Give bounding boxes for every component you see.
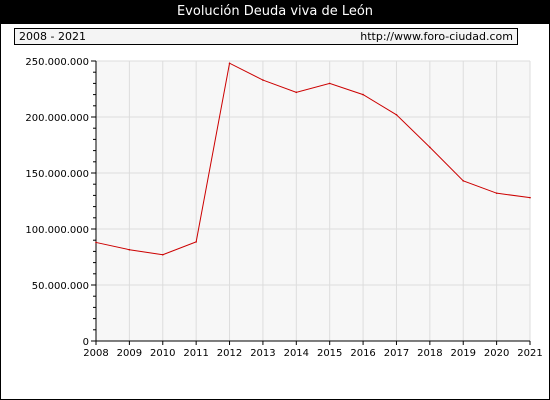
x-tick-label: 2013 — [250, 348, 275, 359]
series-line — [95, 62, 531, 256]
y-tick-label: 50.000.000 — [32, 281, 89, 292]
grid-lines — [96, 60, 531, 341]
x-tick-label: 2019 — [451, 348, 476, 359]
x-tick-label: 2014 — [284, 348, 309, 359]
data-point — [495, 192, 498, 194]
y-axis-ticks: 0 50.000.000 100.000.000 150.000.000 200.000… — [25, 57, 96, 348]
info-bar: 2008 - 2021 http://www.foro-ciudad.com — [14, 28, 518, 45]
y-tick-label: 150.000.000 — [25, 169, 89, 180]
x-axis-ticks: 2008 2009 2010 2011 2012 2013 2014 2015 2016 2017… — [83, 341, 543, 359]
x-tick-label: 2016 — [350, 348, 375, 359]
data-point — [128, 248, 131, 251]
data-point — [262, 79, 264, 81]
data-point — [462, 180, 465, 182]
data-point — [95, 241, 97, 244]
x-tick-label: 2010 — [150, 348, 175, 359]
data-point — [429, 146, 431, 149]
y-tick-label: 100.000.000 — [25, 225, 89, 236]
period-label: 2008 - 2021 — [19, 30, 86, 43]
plot-area — [96, 61, 530, 341]
series-layer — [95, 62, 531, 256]
x-tick-label: 2008 — [83, 348, 108, 359]
x-tick-label: 2015 — [317, 348, 342, 359]
x-tick-label: 2009 — [117, 348, 142, 359]
x-tick-label: 2020 — [484, 348, 509, 359]
y-tick-label: 250.000.000 — [25, 57, 89, 68]
x-tick-label: 2018 — [417, 348, 442, 359]
x-tick-label: 2011 — [183, 348, 208, 359]
axes — [95, 61, 530, 342]
data-point — [228, 62, 231, 65]
chart-title: Evolución Deuda viva de León — [0, 0, 550, 24]
source-url: http://www.foro-ciudad.com — [360, 30, 513, 43]
data-point — [395, 113, 398, 116]
data-point — [295, 91, 298, 94]
data-point — [328, 82, 331, 85]
data-point — [195, 241, 197, 243]
data-point — [161, 253, 164, 256]
y-tick-label: 200.000.000 — [25, 113, 89, 124]
x-tick-label: 2021 — [517, 348, 542, 359]
y-tick-label: 0 — [83, 337, 89, 348]
x-tick-label: 2012 — [217, 348, 242, 359]
data-point — [362, 93, 364, 96]
data-point — [529, 196, 531, 199]
x-tick-label: 2017 — [384, 348, 409, 359]
